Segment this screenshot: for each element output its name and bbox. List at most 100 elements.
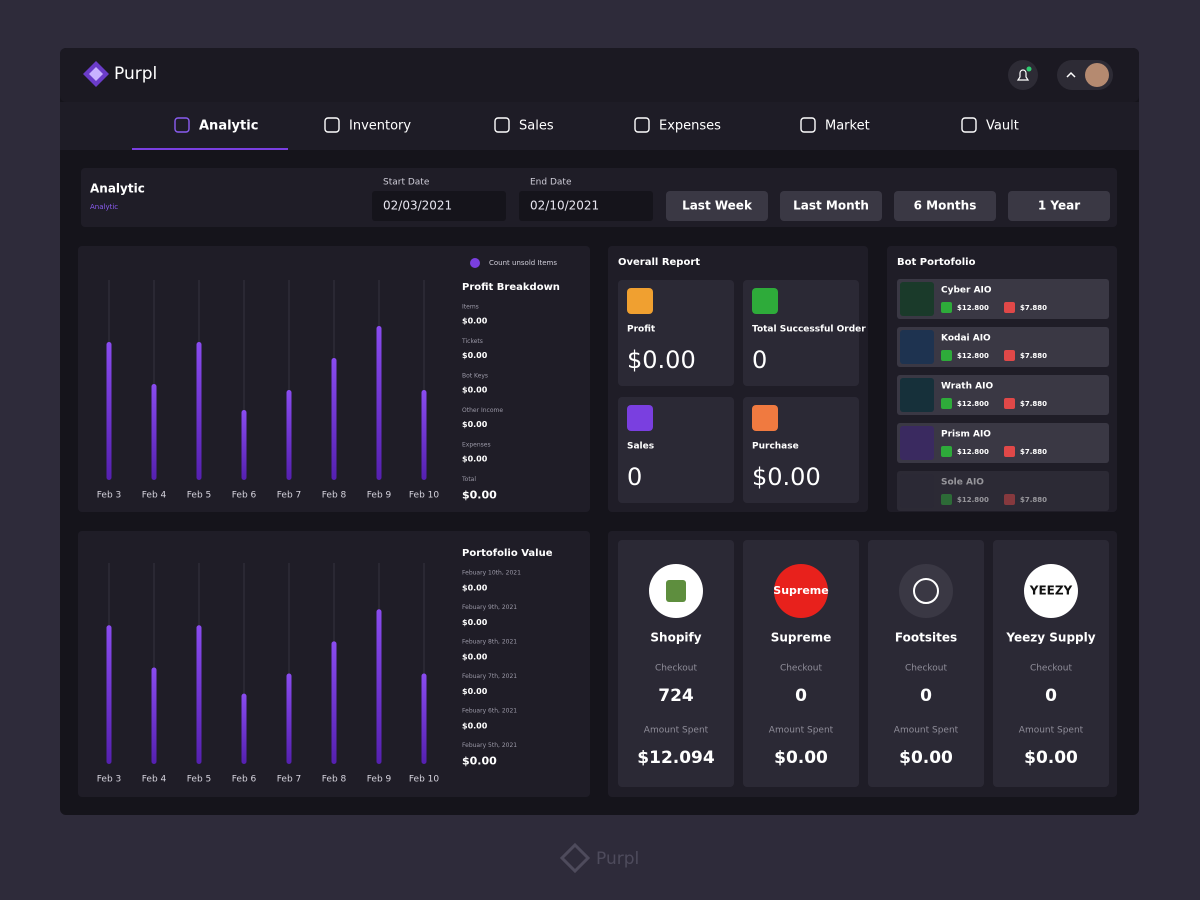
breakdown-value: $0.00 bbox=[462, 455, 488, 464]
nav-label: Expenses bbox=[659, 119, 721, 134]
bot-price-a: $12.800 bbox=[957, 496, 989, 504]
range-label: Last Week bbox=[682, 199, 753, 213]
bot-name: Kodai AIO bbox=[941, 334, 991, 344]
bar bbox=[196, 625, 202, 764]
store-card bbox=[618, 540, 734, 787]
chevron bbox=[1066, 71, 1076, 78]
x-tick-label: Feb 4 bbox=[142, 491, 167, 501]
nav-icon bbox=[800, 117, 816, 133]
range-label: 1 Year bbox=[1038, 199, 1080, 213]
bar bbox=[376, 609, 382, 764]
x-tick-label: Feb 10 bbox=[409, 775, 440, 785]
nav-icon bbox=[174, 117, 190, 133]
bot-price-b: $7.880 bbox=[1020, 304, 1047, 312]
logo-inner bbox=[89, 67, 103, 81]
legend-label: Count unsold Items bbox=[489, 259, 557, 267]
bar bbox=[106, 625, 112, 764]
avatar bbox=[1085, 63, 1109, 87]
nav-icon bbox=[961, 117, 977, 133]
footer-logo bbox=[559, 842, 591, 874]
section-title: Overall Report bbox=[618, 257, 700, 268]
bot-icon bbox=[900, 330, 934, 364]
section-title: Profit Breakdown bbox=[462, 282, 560, 293]
store-name: Shopify bbox=[650, 631, 701, 645]
store-name: Supreme bbox=[771, 631, 831, 645]
date-input[interactable] bbox=[519, 191, 653, 221]
store-logo-text: YEEZY bbox=[1029, 584, 1073, 598]
store-logo bbox=[774, 564, 828, 618]
bot-price-b: $7.880 bbox=[1020, 400, 1047, 408]
nav-label: Vault bbox=[986, 119, 1019, 134]
bot-icon bbox=[900, 474, 934, 508]
footsites-mark bbox=[913, 578, 939, 604]
bot-icon bbox=[900, 282, 934, 316]
store-name: Footsites bbox=[895, 631, 957, 645]
range-button[interactable] bbox=[666, 191, 768, 221]
x-tick-label: Feb 3 bbox=[97, 775, 122, 785]
nav-icon bbox=[494, 117, 510, 133]
stores-panel bbox=[608, 531, 1117, 797]
report-icon bbox=[752, 288, 778, 314]
store-card bbox=[993, 540, 1109, 787]
bot-price-b: $7.880 bbox=[1020, 496, 1047, 504]
breakdown-label: Items bbox=[462, 304, 479, 311]
checkout-count: 724 bbox=[658, 686, 694, 706]
nav-icon bbox=[324, 117, 340, 133]
range-button[interactable] bbox=[780, 191, 882, 221]
section-title: Portofolio Value bbox=[462, 548, 553, 559]
bot-price-a: $12.800 bbox=[957, 448, 989, 456]
breakdown-value: $0.00 bbox=[462, 351, 488, 360]
shopify-bag bbox=[666, 580, 686, 602]
price-a-icon bbox=[941, 302, 952, 313]
legend-swatch bbox=[470, 258, 480, 268]
x-tick-label: Feb 9 bbox=[367, 775, 392, 785]
checkout-label: Checkout bbox=[905, 664, 948, 674]
portfolio-amount: $0.00 bbox=[462, 653, 488, 662]
portfolio-amount: $0.00 bbox=[462, 584, 488, 593]
spent-label: Amount Spent bbox=[1019, 726, 1084, 736]
section-title: Bot Portofolio bbox=[897, 257, 976, 268]
spent-amount: $0.00 bbox=[899, 748, 953, 768]
bot-name: Wrath AIO bbox=[941, 382, 993, 392]
breadcrumb: Analytic bbox=[90, 203, 118, 211]
date-input[interactable] bbox=[372, 191, 506, 221]
spent-amount: $12.094 bbox=[637, 748, 715, 768]
spent-label: Amount Spent bbox=[894, 726, 959, 736]
range-button[interactable] bbox=[1008, 191, 1110, 221]
store-logo bbox=[899, 564, 953, 618]
bot-price-a: $12.800 bbox=[957, 352, 989, 360]
range-label: Last Month bbox=[793, 199, 869, 213]
price-b-icon bbox=[1004, 494, 1015, 505]
portfolio-amount: $0.00 bbox=[462, 722, 488, 731]
price-a-icon bbox=[941, 494, 952, 505]
x-tick-label: Feb 8 bbox=[322, 775, 347, 785]
bot-price-b: $7.880 bbox=[1020, 352, 1047, 360]
price-b-icon bbox=[1004, 302, 1015, 313]
notification-button[interactable] bbox=[1008, 60, 1038, 90]
bot-name: Cyber AIO bbox=[941, 286, 992, 296]
checkout-count: 0 bbox=[920, 686, 932, 706]
spent-label: Amount Spent bbox=[644, 726, 709, 736]
breakdown-value: $0.00 bbox=[462, 386, 488, 395]
checkout-count: 0 bbox=[795, 686, 807, 706]
store-logo bbox=[1024, 564, 1078, 618]
bot-icon bbox=[900, 426, 934, 460]
price-b-icon bbox=[1004, 398, 1015, 409]
range-button[interactable] bbox=[894, 191, 996, 221]
breakdown-value: $0.00 bbox=[462, 420, 488, 429]
x-tick-label: Feb 8 bbox=[322, 491, 347, 501]
portfolio-date: Febuary 8th, 2021 bbox=[462, 639, 517, 646]
nav-icon bbox=[634, 117, 650, 133]
bot-price-b: $7.880 bbox=[1020, 448, 1047, 456]
portfolio-date: Febuary 6th, 2021 bbox=[462, 708, 517, 715]
bot-name: Prism AIO bbox=[941, 430, 991, 440]
bot-price-a: $12.800 bbox=[957, 304, 989, 312]
bell-icon bbox=[1016, 69, 1030, 81]
date-value: 02/10/2021 bbox=[530, 199, 599, 213]
report-label: Profit bbox=[627, 325, 656, 335]
bar bbox=[196, 342, 202, 480]
bar bbox=[241, 693, 247, 764]
store-card bbox=[743, 540, 859, 787]
portfolio-amount: $0.00 bbox=[462, 687, 488, 696]
